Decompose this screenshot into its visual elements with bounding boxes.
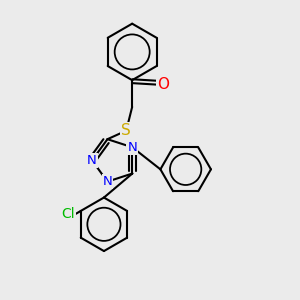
Text: O: O: [158, 77, 169, 92]
Text: N: N: [128, 141, 137, 154]
Text: N: N: [103, 175, 112, 188]
Text: Cl: Cl: [61, 207, 75, 221]
Text: S: S: [121, 123, 131, 138]
Text: N: N: [87, 154, 97, 167]
